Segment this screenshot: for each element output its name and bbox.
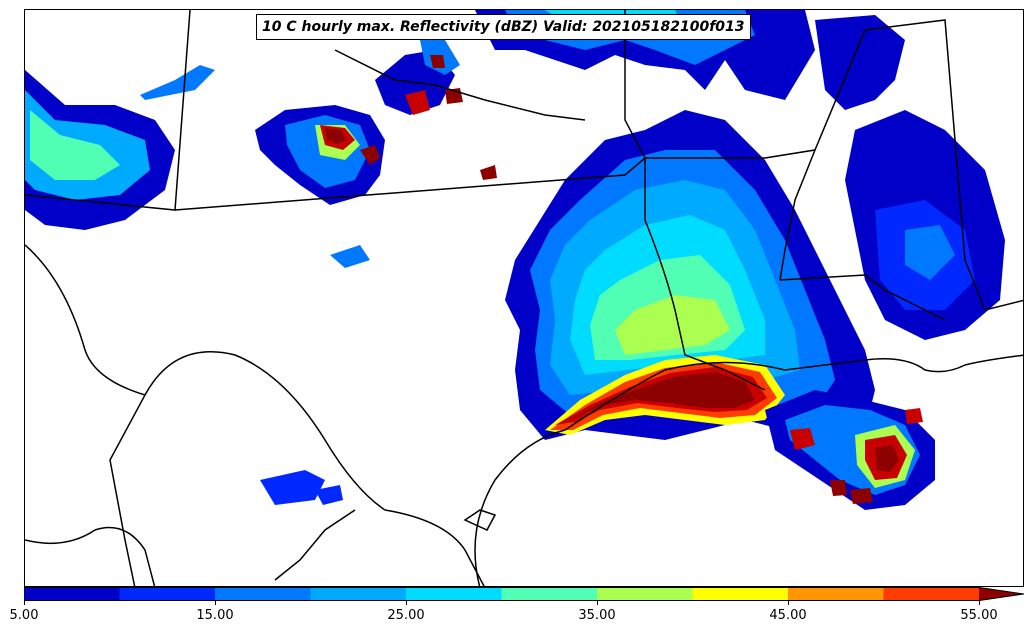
map-title: 10 C hourly max. Reflectivity (dBZ) Vali… <box>256 14 751 40</box>
colorbar-segment <box>692 587 789 601</box>
colorbar-tick-mark <box>597 601 598 605</box>
colorbar-segment <box>788 587 884 601</box>
colorbar-segment <box>310 587 407 601</box>
colorbar-segment <box>406 587 502 601</box>
colorbar-outline <box>24 587 1024 601</box>
colorbar-tick-label: 55.00 <box>960 608 998 623</box>
colorbar-segment <box>215 587 311 601</box>
map-frame <box>24 9 1024 587</box>
colorbar-tick-label: 35.00 <box>578 608 616 623</box>
reflectivity-colorbar <box>24 587 1024 601</box>
colorbar-tick-label: 45.00 <box>769 608 807 623</box>
reflectivity-field <box>25 10 1005 510</box>
colorbar-tick-label: 5.00 <box>9 608 39 623</box>
colorbar-segment <box>24 587 120 601</box>
boundaries <box>25 10 1023 586</box>
colorbar-segment <box>119 587 216 601</box>
colorbar-tick-mark <box>406 601 407 605</box>
colorbar-segment <box>597 587 693 601</box>
colorbar-segment <box>883 587 980 601</box>
coastline <box>463 354 1023 586</box>
colorbar-tick-mark <box>215 601 216 605</box>
colorbar-tick-label: 25.00 <box>387 608 425 623</box>
colorbar-segment <box>501 587 598 601</box>
colorbar-tick-label: 15.00 <box>196 608 234 623</box>
colorbar-tick-mark <box>24 601 25 605</box>
colorbar-extend-arrow <box>979 587 1024 601</box>
reflectivity-map <box>25 10 1023 586</box>
colorbar-tick-mark <box>979 601 980 605</box>
colorbar-tick-mark <box>788 601 789 605</box>
